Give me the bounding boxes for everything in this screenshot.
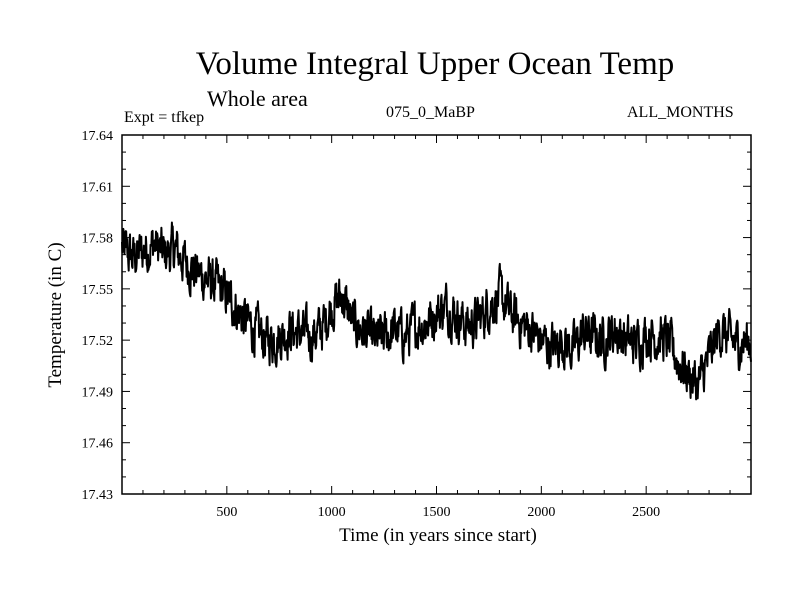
y-tick-label: 17.52 bbox=[82, 334, 114, 349]
x-tick-label: 2000 bbox=[527, 505, 555, 520]
y-tick-label: 17.46 bbox=[82, 437, 114, 452]
plot-frame bbox=[121, 134, 752, 495]
x-tick-label: 500 bbox=[216, 505, 237, 520]
y-tick-label: 17.49 bbox=[82, 385, 114, 400]
chart-subtitle: Whole area bbox=[207, 86, 308, 111]
x-tick-label: 1000 bbox=[318, 505, 346, 520]
temperature-series-line bbox=[121, 221, 752, 401]
y-tick-label: 17.55 bbox=[82, 283, 114, 298]
y-tick-label: 17.43 bbox=[82, 488, 114, 503]
y-tick-label: 17.61 bbox=[82, 180, 114, 195]
y-tick-label: 17.64 bbox=[82, 129, 114, 144]
experiment-label: Expt = tfkep bbox=[124, 109, 205, 126]
chart-title: Volume Integral Upper Ocean Temp bbox=[195, 46, 675, 82]
y-tick-label: 17.58 bbox=[82, 232, 114, 247]
months-label: ALL_MONTHS bbox=[627, 104, 734, 121]
x-tick-label: 1500 bbox=[423, 505, 451, 520]
run-label: 075_0_MaBP bbox=[386, 104, 475, 121]
x-tick-label: 2500 bbox=[632, 505, 660, 520]
x-axis-label: Time (in years since start) bbox=[339, 525, 537, 546]
